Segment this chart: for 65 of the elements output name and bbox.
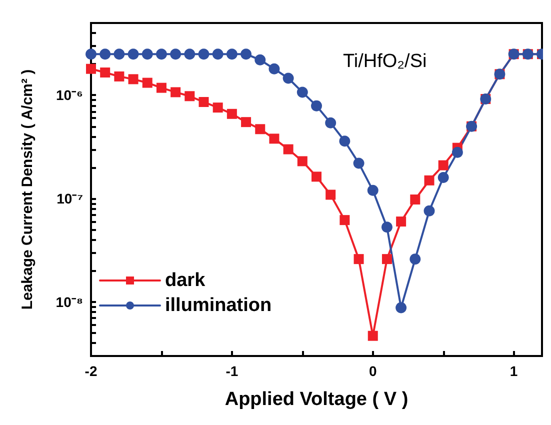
x-tick-label: 0 <box>368 363 377 379</box>
point <box>396 216 406 227</box>
point <box>226 108 237 119</box>
point <box>424 205 435 216</box>
point <box>128 48 139 60</box>
point <box>198 48 210 60</box>
point <box>410 194 420 205</box>
point <box>142 48 153 60</box>
legend-label: dark <box>165 270 206 291</box>
point <box>354 254 364 264</box>
point <box>212 48 224 60</box>
point <box>142 78 152 88</box>
x-tick-label: -2 <box>84 363 98 379</box>
y-axis-title: Leakage Current Density ( A/cm² ) <box>19 69 36 310</box>
point <box>170 48 182 60</box>
point <box>368 330 378 341</box>
point <box>424 175 434 186</box>
point <box>170 87 181 98</box>
point <box>100 48 111 60</box>
point <box>283 144 294 154</box>
point <box>340 215 350 226</box>
point <box>326 190 336 200</box>
point <box>198 97 209 108</box>
point <box>410 254 421 265</box>
point <box>114 71 124 82</box>
point <box>296 86 308 98</box>
y-tick-label: 10⁻⁶ <box>56 87 83 104</box>
point <box>312 172 322 182</box>
point <box>86 48 96 60</box>
point <box>311 100 322 112</box>
point <box>381 222 392 233</box>
x-tick-label: -1 <box>226 363 238 379</box>
annotation: Ti/HfO₂/Si <box>343 51 427 72</box>
point <box>184 91 195 102</box>
point <box>240 48 252 60</box>
point <box>438 172 449 183</box>
point <box>86 64 96 74</box>
point <box>241 117 252 128</box>
point <box>269 134 280 144</box>
point <box>156 48 167 60</box>
point <box>353 158 364 169</box>
point <box>452 146 463 158</box>
point <box>226 48 238 60</box>
point <box>268 63 280 74</box>
point <box>367 184 378 196</box>
point <box>255 124 266 134</box>
x-tick-label: 1 <box>510 363 518 379</box>
point <box>156 82 166 93</box>
point <box>128 74 138 84</box>
point <box>297 156 308 166</box>
y-tick-label: 10⁻⁷ <box>56 190 84 207</box>
point <box>100 67 110 78</box>
x-axis-title: Applied Voltage ( V ) <box>224 389 408 410</box>
point <box>212 102 223 113</box>
point <box>396 302 407 314</box>
point <box>114 48 125 60</box>
point <box>339 136 350 147</box>
point <box>438 160 448 170</box>
point <box>382 254 392 264</box>
point <box>325 117 336 128</box>
legend-label: illumination <box>165 295 272 316</box>
point <box>282 72 294 84</box>
point <box>254 54 266 66</box>
point <box>184 48 196 60</box>
y-tick-label: 10⁻⁸ <box>56 294 83 310</box>
